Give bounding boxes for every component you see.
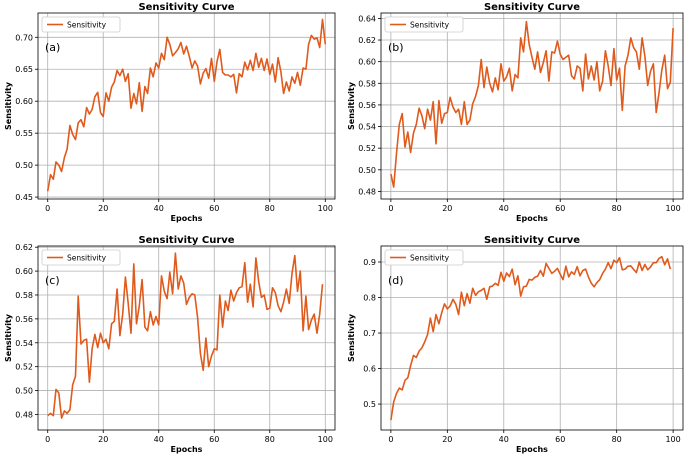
chart-panel-c: 0 20 40 60 80 100 0.48 0.50 0.52 0.54 0.56 0.58 0.60… [4, 235, 336, 454]
x-axis-label: Epochs [516, 214, 548, 223]
x-tick-label: 20 [442, 204, 452, 213]
legend-label: Sensitivity [410, 254, 450, 263]
x-tick-label: 60 [209, 204, 219, 213]
y-axis-label: Sensitivity [347, 81, 356, 130]
x-tick-label: 60 [209, 435, 219, 444]
y-tick-label: 0.48 [358, 187, 376, 196]
y-tick-label: 0.54 [358, 123, 376, 132]
y-tick-label: 0.50 [15, 387, 33, 396]
y-axis-label: Sensitivity [4, 313, 13, 362]
x-axis-label: Epochs [171, 445, 203, 454]
x-tick-label: 60 [555, 435, 565, 444]
y-tick-label: 0.56 [358, 101, 376, 110]
y-tick-label: 0.50 [358, 166, 376, 175]
legend: Sensitivity [384, 16, 464, 33]
x-tick-label: 80 [265, 435, 275, 444]
plot-area-frame [37, 12, 336, 200]
chart-panel-a: 0 20 40 60 80 100 0.45 0.50 0.55 0.60 0.65 0.70 Sens… [4, 2, 336, 223]
y-tick-label: 0.8 [363, 294, 376, 303]
legend-label: Sensitivity [67, 21, 107, 30]
legend-box [384, 249, 464, 266]
y-tick-label: 0.60 [15, 267, 33, 276]
y-tick-label: 0.52 [358, 144, 376, 153]
y-tick-label: 0.62 [358, 36, 376, 45]
x-tick-label: 80 [612, 204, 622, 213]
chart-title: Sensitivity Curve [138, 2, 234, 13]
y-tick-label: 0.65 [15, 65, 33, 74]
y-tick-label: 0.45 [15, 193, 33, 202]
y-tick-label: 0.56 [15, 315, 33, 324]
legend-label: Sensitivity [410, 21, 450, 30]
x-tick-label: 0 [45, 435, 50, 444]
y-tick-label: 0.55 [15, 129, 33, 138]
chart-title: Sensitivity Curve [484, 2, 580, 13]
x-axis-label: Epochs [171, 214, 203, 223]
x-tick-label: 40 [154, 435, 164, 444]
plot-area-frame [380, 245, 684, 431]
x-tick-label: 60 [555, 204, 565, 213]
x-tick-label: 100 [665, 435, 680, 444]
plot-area-frame [380, 12, 684, 200]
chart-panel-d: 0 20 40 60 80 100 0.5 0.6 0.7 0.8 0.9 Sensitivity C… [347, 235, 684, 454]
y-tick-label: 0.50 [15, 161, 33, 170]
x-tick-label: 0 [388, 204, 393, 213]
x-tick-label: 20 [98, 204, 108, 213]
sensitivity-line [390, 255, 672, 421]
y-axis-label: Sensitivity [347, 313, 356, 362]
panel-label: (a) [45, 41, 60, 54]
x-tick-label: 100 [665, 204, 680, 213]
chart-title: Sensitivity Curve [484, 235, 580, 246]
y-tick-label: 0.48 [15, 410, 33, 419]
x-tick-label: 80 [265, 204, 275, 213]
legend: Sensitivity [41, 16, 121, 33]
panel-label: (d) [388, 274, 404, 287]
x-tick-label: 0 [45, 204, 50, 213]
x-tick-label: 40 [499, 435, 509, 444]
y-tick-label: 0.58 [358, 79, 376, 88]
legend: Sensitivity [41, 249, 121, 266]
y-axis-label: Sensitivity [4, 81, 13, 130]
x-tick-label: 0 [388, 435, 393, 444]
y-tick-label: 0.60 [358, 58, 376, 67]
y-tick-label: 0.9 [363, 258, 376, 267]
sensitivity-line [46, 18, 327, 192]
x-tick-label: 100 [318, 435, 333, 444]
y-tick-label: 0.7 [363, 329, 376, 338]
y-tick-label: 0.6 [363, 365, 376, 374]
panel-label: (c) [45, 274, 60, 287]
y-tick-label: 0.60 [15, 97, 33, 106]
x-tick-label: 20 [442, 435, 452, 444]
y-tick-label: 0.54 [15, 339, 33, 348]
legend-box [384, 16, 464, 33]
chart-panel-b: 0 20 40 60 80 100 0.48 0.50 0.52 0.54 0.56 0.58 0.60… [347, 2, 684, 223]
x-tick-label: 40 [499, 204, 509, 213]
sensitivity-line [47, 252, 324, 419]
plot-area-frame [37, 245, 336, 431]
y-tick-label: 0.58 [15, 291, 33, 300]
sensitivity-line [390, 20, 674, 188]
panel-label: (b) [388, 41, 404, 54]
legend-box [41, 249, 121, 266]
legend: Sensitivity [384, 249, 464, 266]
x-tick-label: 40 [154, 204, 164, 213]
y-tick-label: 0.64 [358, 14, 376, 23]
y-tick-label: 0.62 [15, 243, 33, 252]
y-tick-label: 0.52 [15, 363, 33, 372]
x-tick-label: 20 [98, 435, 108, 444]
chart-title: Sensitivity Curve [138, 235, 234, 246]
x-axis-label: Epochs [516, 445, 548, 454]
y-tick-label: 0.5 [363, 400, 376, 409]
y-tick-label: 0.70 [15, 33, 33, 42]
x-tick-label: 80 [612, 435, 622, 444]
legend-box [41, 16, 121, 33]
x-tick-label: 100 [318, 204, 333, 213]
legend-label: Sensitivity [67, 254, 107, 263]
